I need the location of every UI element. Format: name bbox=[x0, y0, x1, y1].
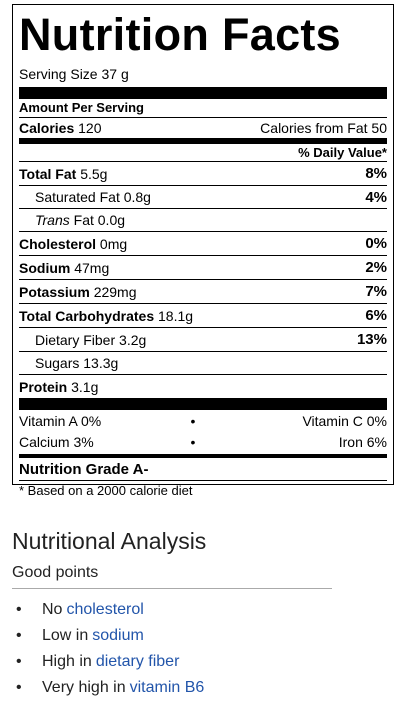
nutrient-name: Cholesterol bbox=[19, 235, 97, 252]
nutrient-pct: 0% bbox=[365, 235, 387, 252]
nutrient-pct: 4% bbox=[365, 188, 387, 206]
nutrient-name: Fat bbox=[73, 212, 94, 228]
nutrient-row-protein: Protein 3.1g bbox=[19, 374, 387, 398]
calories-row: Calories 120 Calories from Fat 50 bbox=[19, 117, 387, 138]
nutrient-row-total-fat: Total Fat 5.5g 8% bbox=[19, 161, 387, 185]
nutritional-analysis: Nutritional Analysis Good points • No ch… bbox=[12, 526, 332, 701]
list-item: • No cholesterol bbox=[12, 597, 332, 623]
nutrient-name: Total Carbohydrates bbox=[19, 307, 155, 324]
bullet-icon: • bbox=[16, 679, 22, 696]
nutrition-facts-label: Nutrition Facts Serving Size 37 g Amount… bbox=[12, 4, 394, 498]
list-item: • Very high in vitamin B6 bbox=[12, 675, 332, 701]
nutrient-name: Sodium bbox=[19, 259, 71, 276]
serving-size: Serving Size 37 g bbox=[19, 66, 129, 82]
nutrient-row-total-carbohydrates: Total Carbohydrates 18.1g 6% bbox=[19, 303, 387, 327]
nutrient-name-italic: Trans bbox=[35, 212, 70, 228]
nutrient-pct: 2% bbox=[365, 259, 387, 276]
nutrient-amount: 3.1g bbox=[71, 378, 99, 395]
point-prefix: High in bbox=[42, 653, 92, 670]
nutrient-amount: 0.0g bbox=[97, 212, 126, 228]
list-item: • Low in sodium bbox=[12, 623, 332, 649]
medium-divider bbox=[19, 454, 387, 458]
calories-from-fat: Calories from Fat 50 bbox=[260, 120, 387, 136]
bullet-icon: • bbox=[16, 653, 22, 670]
nutrient-name: Total Fat bbox=[19, 165, 77, 182]
nutrient-amount: 3.2g bbox=[119, 331, 147, 348]
footnote: * Based on a 2000 calorie diet bbox=[19, 480, 387, 501]
nutrient-amount: 0.8g bbox=[123, 189, 151, 205]
calories-label: Calories bbox=[19, 120, 75, 136]
point-link-vitamin-b6[interactable]: vitamin B6 bbox=[129, 679, 205, 696]
bullet-separator: • bbox=[190, 433, 196, 450]
vitamin-left: Vitamin A 0% bbox=[19, 412, 102, 429]
nutrient-row-sugars: Sugars 13.3g bbox=[19, 351, 387, 374]
analysis-heading: Nutritional Analysis bbox=[12, 528, 207, 554]
vitamin-row: Vitamin A 0% • Vitamin C 0% bbox=[19, 410, 387, 431]
point-prefix: Low in bbox=[42, 627, 89, 644]
medium-divider bbox=[19, 138, 387, 144]
nutrient-row-trans-fat: Trans Fat 0.0g bbox=[19, 208, 387, 231]
daily-value-header-text: % Daily Value* bbox=[298, 145, 387, 160]
point-link-dietary-fiber[interactable]: dietary fiber bbox=[95, 653, 180, 670]
thick-divider bbox=[19, 398, 387, 410]
thick-divider bbox=[19, 87, 387, 99]
nutrient-row-cholesterol: Cholesterol 0mg 0% bbox=[19, 231, 387, 255]
nutrient-row-sodium: Sodium 47mg 2% bbox=[19, 255, 387, 279]
nutrient-amount: 13.3g bbox=[83, 355, 119, 371]
nutrient-name: Potassium bbox=[19, 283, 90, 300]
bullet-separator: • bbox=[190, 412, 196, 429]
nutrient-pct: 6% bbox=[365, 307, 387, 324]
vitamin-right: Iron 6% bbox=[338, 433, 387, 450]
daily-value-header: % Daily Value* bbox=[19, 144, 387, 161]
point-prefix: Very high in bbox=[42, 679, 126, 696]
nutrient-amount: 47mg bbox=[74, 259, 110, 276]
nutrient-amount: 5.5g bbox=[80, 165, 108, 182]
bullet-icon: • bbox=[16, 601, 22, 618]
nutrient-pct: 7% bbox=[365, 283, 387, 300]
point-link-sodium[interactable]: sodium bbox=[92, 627, 144, 644]
nutrient-pct: 8% bbox=[365, 165, 387, 182]
list-item: • High in dietary fiber bbox=[12, 649, 332, 675]
label-title: Nutrition Facts bbox=[19, 9, 342, 60]
good-points-heading: Good points bbox=[12, 564, 332, 589]
vitamin-left: Calcium 3% bbox=[19, 433, 94, 450]
point-link-cholesterol[interactable]: cholesterol bbox=[66, 601, 144, 618]
nutrient-pct: 13% bbox=[356, 331, 387, 348]
nutrition-grade-text: Nutrition Grade A- bbox=[19, 460, 149, 478]
calories-value: 120 bbox=[78, 120, 102, 136]
vitamin-row: Calcium 3% • Iron 6% bbox=[19, 431, 387, 452]
nutrient-name: Dietary Fiber bbox=[35, 331, 116, 348]
point-prefix: No bbox=[42, 601, 63, 618]
good-points-list: • No cholesterol • Low in sodium • High … bbox=[12, 597, 332, 701]
nutrient-amount: 18.1g bbox=[158, 307, 194, 324]
nutrient-row-potassium: Potassium 229mg 7% bbox=[19, 279, 387, 303]
nutrient-name: Sugars bbox=[35, 355, 80, 371]
bullet-icon: • bbox=[16, 627, 22, 644]
nutrient-row-saturated-fat: Saturated Fat 0.8g 4% bbox=[19, 185, 387, 208]
nutrient-name: Saturated Fat bbox=[35, 189, 120, 205]
nutrition-grade: Nutrition Grade A- bbox=[19, 458, 387, 480]
nutrient-row-dietary-fiber: Dietary Fiber 3.2g 13% bbox=[19, 327, 387, 351]
amount-per-serving: Amount Per Serving bbox=[19, 100, 144, 115]
nutrient-amount: 0mg bbox=[99, 235, 128, 252]
nutrient-name: Protein bbox=[19, 378, 68, 395]
vitamin-right: Vitamin C 0% bbox=[302, 412, 387, 429]
nutrient-amount: 229mg bbox=[93, 283, 137, 300]
